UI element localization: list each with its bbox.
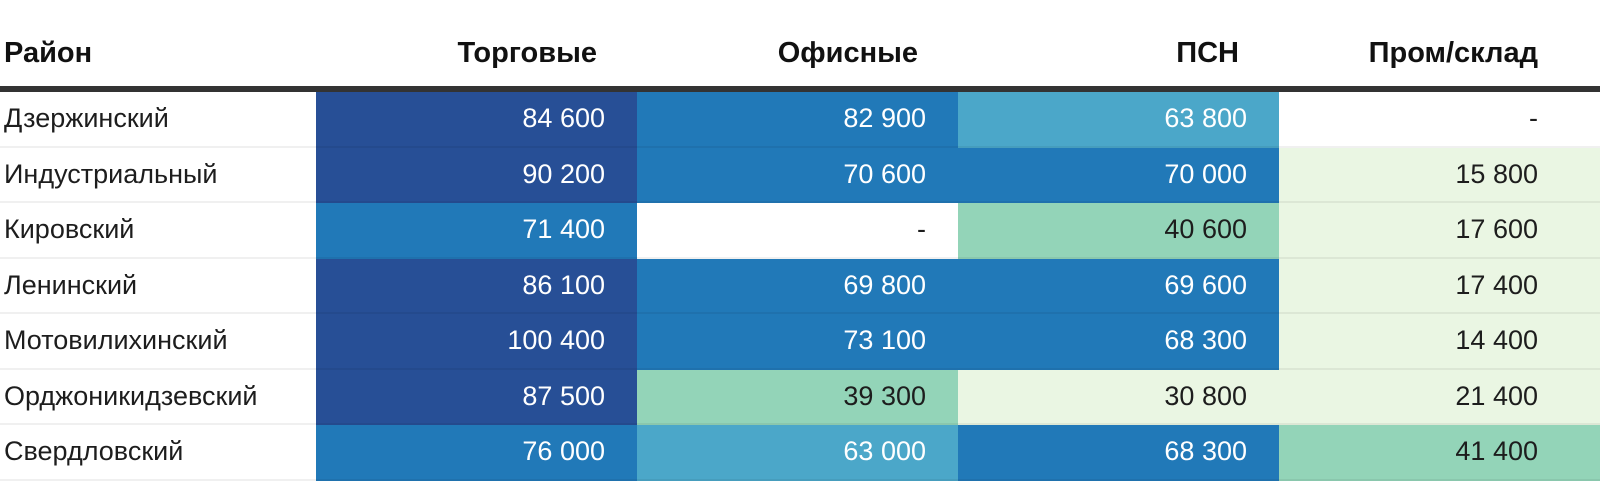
- table-row: Ленинский 86 100 69 800 69 600 17 400: [0, 258, 1600, 314]
- column-header-0: Район: [4, 37, 93, 69]
- heatmap-cell: 86 100: [316, 258, 637, 314]
- district-name: Свердловский: [0, 425, 316, 481]
- column-header-2: Офисные: [777, 37, 918, 69]
- district-price-heatmap-table: Район Торговые Офисные ПСН Пром/склад Дзержи…: [0, 0, 1600, 481]
- table-row: Дзержинский 84 600 82 900 63 800-: [0, 92, 1600, 148]
- district-name: Дзержинский: [0, 92, 316, 148]
- heatmap-cell: 30 800: [958, 369, 1279, 425]
- district-name: Индустриальный: [0, 148, 316, 203]
- heatmap-cell: 82 900: [637, 92, 958, 148]
- heatmap-cell: 14 400: [1279, 314, 1600, 370]
- heatmap-cell: 70 000: [958, 147, 1279, 203]
- heatmap-cell: 68 300: [958, 314, 1279, 370]
- heatmap-cell: 69 600: [958, 258, 1279, 314]
- district-name: Мотовилихинский: [0, 314, 316, 370]
- heatmap-cell: 21 400: [1279, 369, 1600, 425]
- table-header-row: Район Торговые Офисные ПСН Пром/склад: [0, 0, 1600, 92]
- heatmap-cell: 84 600: [316, 92, 637, 148]
- heatmap-cell: 100 400: [316, 314, 637, 370]
- heatmap-cell: 69 800: [637, 258, 958, 314]
- heatmap-cell: 68 300: [958, 425, 1279, 481]
- heatmap-cell: 76 000: [316, 425, 637, 481]
- table-row: Мотовилихинский 100 400 73 100 68 300 14 400: [0, 314, 1600, 370]
- heatmap-cell: 17 400: [1279, 258, 1600, 314]
- heatmap-cell: 41 400: [1279, 425, 1600, 481]
- heatmap-cell: 70 600: [637, 147, 958, 203]
- heatmap-cell: 90 200: [316, 147, 637, 203]
- table-body: Дзержинский 84 600 82 900 63 800- Индустриал…: [0, 92, 1600, 481]
- heatmap-cell: 15 800: [1279, 147, 1600, 203]
- table-row: Орджоникидзевский 87 500 39 300 30 800 21 40…: [0, 369, 1600, 425]
- table-row: Свердловский 76 000 63 000 68 300 41 400: [0, 425, 1600, 481]
- column-header-1: Торговые: [457, 37, 597, 69]
- heatmap-cell: -: [637, 203, 958, 259]
- table-row: Кировский 71 400-40 600 17 600: [0, 203, 1600, 259]
- heatmap-cell: 63 000: [637, 425, 958, 481]
- column-header-3: ПСН: [1176, 37, 1239, 69]
- heatmap-cell: 17 600: [1279, 203, 1600, 259]
- district-name: Ленинский: [0, 259, 316, 314]
- heatmap-cell: 71 400: [316, 203, 637, 259]
- heatmap-cell: 87 500: [316, 369, 637, 425]
- heatmap-cell: 39 300: [637, 369, 958, 425]
- heatmap-cell: 40 600: [958, 203, 1279, 259]
- table-row: Индустриальный 90 200 70 600 70 000 15 800: [0, 147, 1600, 203]
- column-header-4: Пром/склад: [1368, 37, 1538, 69]
- heatmap-cell: -: [1279, 92, 1600, 148]
- heatmap-cell: 63 800: [958, 92, 1279, 148]
- heatmap-cell: 73 100: [637, 314, 958, 370]
- district-name: Кировский: [0, 203, 316, 259]
- district-name: Орджоникидзевский: [0, 370, 316, 425]
